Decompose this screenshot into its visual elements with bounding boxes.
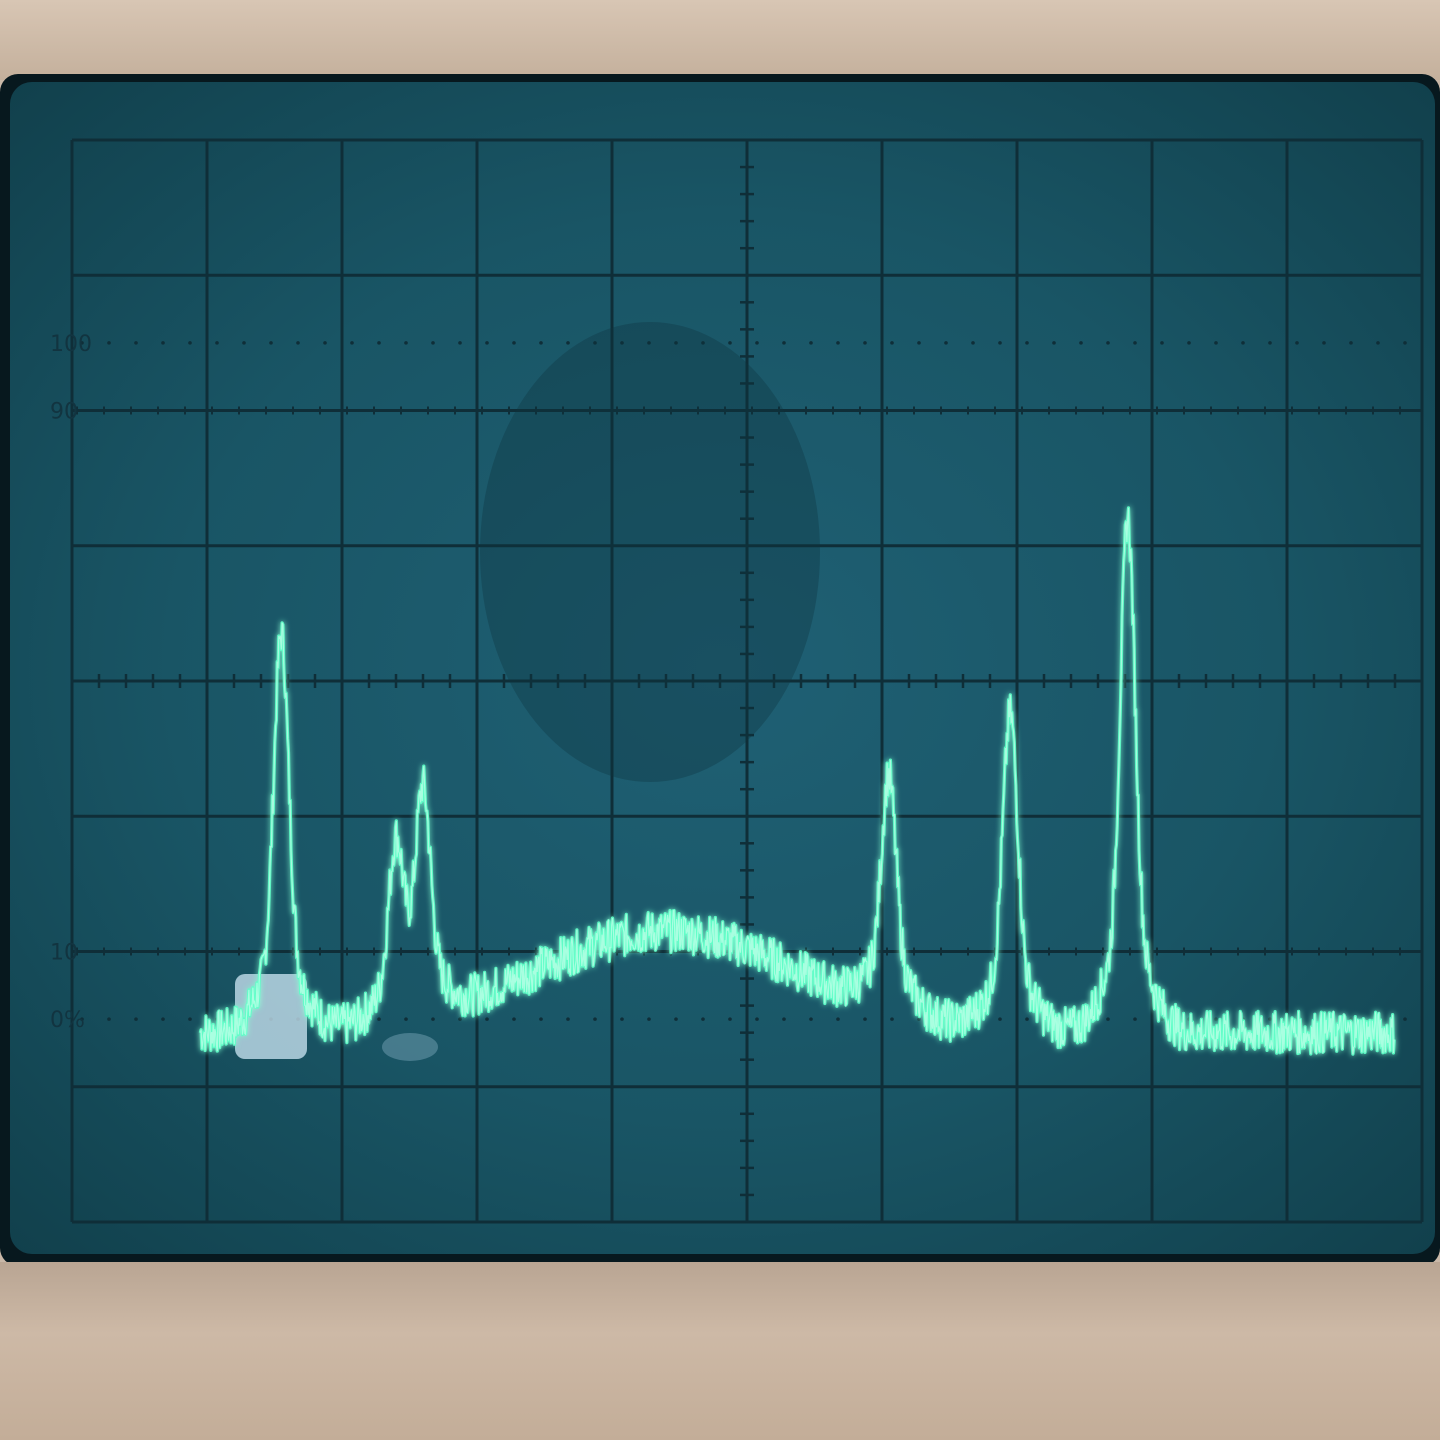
dotted-guide <box>998 1017 1002 1021</box>
dotted-guide <box>134 1017 138 1021</box>
dotted-guide <box>242 341 246 345</box>
dotted-guide <box>404 341 408 345</box>
scale-mark-label: 0% <box>50 1008 85 1033</box>
glare-spot-small <box>382 1033 438 1061</box>
dotted-guide <box>701 1017 705 1021</box>
dotted-guide <box>512 341 516 345</box>
dotted-guide <box>323 341 327 345</box>
dotted-guide <box>917 341 921 345</box>
dotted-guide <box>890 1017 894 1021</box>
dotted-guide <box>1106 1017 1110 1021</box>
dotted-guide <box>566 1017 570 1021</box>
dotted-guide <box>458 341 462 345</box>
dotted-guide <box>674 1017 678 1021</box>
dotted-guide <box>836 341 840 345</box>
dotted-guide <box>80 341 84 345</box>
dotted-guide <box>377 341 381 345</box>
dotted-guide <box>1403 1017 1407 1021</box>
dotted-guide <box>1214 341 1218 345</box>
dotted-guide <box>1322 341 1326 345</box>
dotted-guide <box>755 1017 759 1021</box>
dotted-guide <box>782 1017 786 1021</box>
dotted-guide <box>620 1017 624 1021</box>
dotted-guide <box>782 341 786 345</box>
dotted-guide <box>890 341 894 345</box>
dotted-guide <box>1025 341 1029 345</box>
dotted-guide <box>1268 341 1272 345</box>
dotted-guide <box>485 341 489 345</box>
dotted-guide <box>728 341 732 345</box>
scale-mark-label: 90 <box>50 400 78 425</box>
dotted-guide <box>1349 341 1353 345</box>
scale-mark-label: 100 <box>50 332 92 357</box>
oscilloscope-screen: 100 90 10 0% <box>10 82 1435 1254</box>
dotted-guide <box>485 1017 489 1021</box>
bezel-top <box>0 0 1440 80</box>
dotted-guide <box>512 1017 516 1021</box>
dotted-guide <box>539 1017 543 1021</box>
graticule-and-trace: 100 90 10 0% <box>50 138 1424 1224</box>
dotted-guide <box>377 1017 381 1021</box>
dotted-guide <box>701 341 705 345</box>
dotted-guide <box>1241 341 1245 345</box>
dotted-guide <box>593 341 597 345</box>
dotted-guide <box>1403 341 1407 345</box>
scale-mark-label: 10 <box>50 941 78 966</box>
dotted-guide <box>998 341 1002 345</box>
dotted-guide <box>917 1017 921 1021</box>
dotted-guide <box>107 1017 111 1021</box>
dotted-guide <box>350 341 354 345</box>
dotted-guide <box>1133 1017 1137 1021</box>
dotted-guide <box>674 341 678 345</box>
dotted-guide <box>593 1017 597 1021</box>
dotted-guide <box>1187 341 1191 345</box>
dotted-guide <box>809 341 813 345</box>
dotted-guide <box>728 1017 732 1021</box>
dotted-guide <box>1295 341 1299 345</box>
dotted-guide <box>1079 341 1083 345</box>
dotted-guide <box>1052 341 1056 345</box>
dotted-guide <box>566 341 570 345</box>
dotted-guide <box>80 1017 84 1021</box>
dotted-guide <box>161 341 165 345</box>
dotted-guide <box>1214 1017 1218 1021</box>
dotted-guide <box>215 341 219 345</box>
dotted-guide <box>971 341 975 345</box>
dotted-guide <box>134 341 138 345</box>
dotted-guide <box>1160 1017 1164 1021</box>
reflection-shadow <box>480 322 820 782</box>
dotted-guide <box>431 341 435 345</box>
dotted-guide <box>1376 341 1380 345</box>
dotted-guide <box>647 1017 651 1021</box>
dotted-guide <box>188 1017 192 1021</box>
bezel-bottom <box>0 1262 1440 1440</box>
dotted-guide <box>1025 1017 1029 1021</box>
signal-trace-core <box>199 507 1395 1056</box>
dotted-guide <box>809 1017 813 1021</box>
dotted-guide <box>107 341 111 345</box>
dotted-guide <box>269 341 273 345</box>
dotted-guide <box>296 341 300 345</box>
dotted-guide <box>836 1017 840 1021</box>
dotted-guide <box>431 1017 435 1021</box>
dotted-guide <box>1106 341 1110 345</box>
dotted-guide <box>863 341 867 345</box>
dotted-guide <box>1133 341 1137 345</box>
dotted-guide <box>161 1017 165 1021</box>
dotted-guide <box>188 341 192 345</box>
dotted-guide <box>404 1017 408 1021</box>
dotted-guide <box>539 341 543 345</box>
dotted-guide <box>1268 1017 1272 1021</box>
dotted-guide <box>1160 341 1164 345</box>
dotted-guide <box>647 341 651 345</box>
dotted-guide <box>458 1017 462 1021</box>
dotted-guide <box>755 341 759 345</box>
dotted-guide <box>944 341 948 345</box>
dotted-guide <box>863 1017 867 1021</box>
dotted-guide <box>620 341 624 345</box>
